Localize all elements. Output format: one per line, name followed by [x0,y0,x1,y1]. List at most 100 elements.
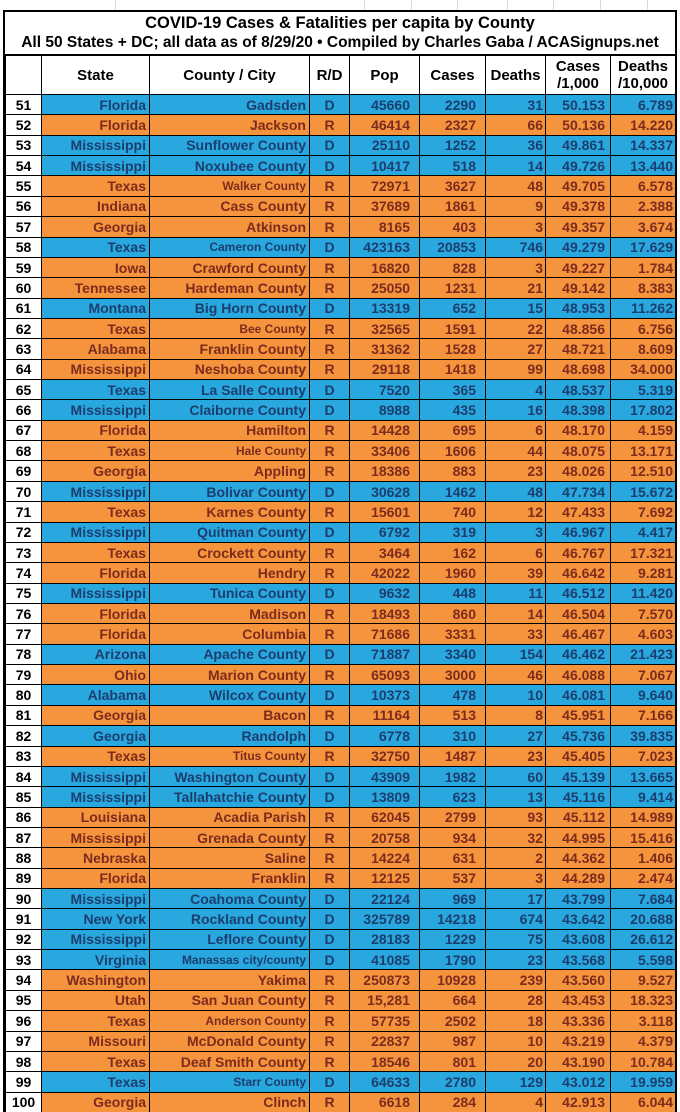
cell-party: D [309,725,350,747]
cell-party: R [309,989,350,1012]
cell-deaths-per-10000: 7.692 [610,501,676,523]
cell-cases: 860 [419,602,486,625]
cell-deaths-per-10000: 21.423 [610,643,676,666]
cell-deaths-per-10000: 12.510 [610,460,676,482]
cell-cases: 2799 [419,806,486,828]
cell-party: D [309,480,350,503]
cell-deaths: 31 [485,93,546,116]
cell-cases: 2780 [419,1071,486,1093]
cell-state: Mississippi [41,358,150,381]
title-block: COVID-19 Cases & Fatalities per capita b… [5,12,675,55]
cell-county: Madison [149,602,310,625]
cell-cases: 652 [419,297,486,319]
cell-deaths-per-10000: 17.802 [610,399,676,421]
table-row: 62 Texas Bee County R 32565 1591 22 48.8… [5,317,676,340]
cell-cases-per-1000: 45.405 [545,745,611,767]
cell-cases: 740 [419,501,486,523]
cell-county: McDonald County [149,1030,310,1052]
cell-party: D [309,155,350,177]
cell-rank: 99 [5,1071,42,1093]
cell-pop: 22837 [349,1030,420,1052]
cell-rank: 94 [5,969,42,991]
cell-party: R [309,541,350,564]
cell-deaths: 3 [485,256,546,279]
cell-rank: 73 [5,541,42,564]
cell-cases-per-1000: 44.995 [545,826,611,849]
cell-state: Texas [41,1010,150,1032]
cell-pop: 29118 [349,358,420,381]
cell-deaths-per-10000: 7.166 [610,704,676,727]
cell-cases: 1462 [419,480,486,503]
table-row: 53 Mississippi Sunflower County D 25110 … [5,134,676,157]
table-row: 99 Texas Starr County D 64633 2780 129 4… [5,1071,676,1093]
cell-county: Starr County [149,1071,310,1093]
cell-cases-per-1000: 46.504 [545,602,611,625]
cell-state: Georgia [41,216,150,238]
cell-deaths-per-10000: 7.023 [610,745,676,767]
cell-deaths-per-10000: 14.220 [610,114,676,136]
cell-county: La Salle County [149,379,310,401]
cell-party: D [309,786,350,808]
cell-party: R [309,1030,350,1052]
cell-cases-per-1000: 42.913 [545,1091,611,1112]
cell-rank: 78 [5,643,42,666]
cell-deaths: 4 [485,379,546,401]
cell-rank: 81 [5,704,42,727]
table-row: 100 Georgia Clinch R 6618 284 4 42.913 6… [5,1091,676,1112]
cell-cases-per-1000: 43.219 [545,1030,611,1052]
table-row: 71 Texas Karnes County R 15601 740 12 47… [5,501,676,523]
cell-pop: 13809 [349,786,420,808]
spreadsheet-gridlines [0,0,680,10]
cell-pop: 43909 [349,765,420,788]
cell-party: D [309,93,350,116]
cell-state: Ohio [41,664,150,686]
cell-rank: 57 [5,216,42,238]
col-header-deaths-per-10000-line1: Deaths [617,58,669,75]
cell-county: Bacon [149,704,310,727]
cell-rank: 87 [5,826,42,849]
cell-state: Montana [41,297,150,319]
cell-pop: 37689 [349,195,420,218]
cell-party: D [309,684,350,706]
cell-cases-per-1000: 48.398 [545,399,611,421]
cell-party: D [309,928,350,951]
col-header-cases-per-1000: Cases /1,000 [545,55,611,95]
cell-pop: 3464 [349,541,420,564]
cell-cases-per-1000: 47.433 [545,501,611,523]
cell-party: R [309,867,350,890]
cell-deaths: 66 [485,114,546,136]
cell-cases-per-1000: 45.139 [545,765,611,788]
cell-cases-per-1000: 48.537 [545,379,611,401]
cell-county: Clinch [149,1091,310,1112]
cell-deaths: 33 [485,623,546,645]
cell-deaths-per-10000: 1.406 [610,847,676,869]
cell-deaths-per-10000: 9.527 [610,969,676,991]
cell-state: Florida [41,867,150,890]
cell-cases: 3331 [419,623,486,645]
cell-rank: 83 [5,745,42,767]
cell-county: Titus County [149,745,310,767]
cell-cases-per-1000: 48.075 [545,440,611,462]
cell-deaths-per-10000: 10.784 [610,1050,676,1073]
cell-deaths-per-10000: 4.603 [610,623,676,645]
col-header-rank [5,55,42,95]
cell-party: D [309,1071,350,1093]
cell-county: Acadia Parish [149,806,310,828]
cell-pop: 62045 [349,806,420,828]
cell-cases: 1790 [419,949,486,971]
cell-rank: 70 [5,480,42,503]
cell-rank: 71 [5,501,42,523]
cell-pop: 423163 [349,236,420,258]
cell-deaths: 13 [485,786,546,808]
cell-party: R [309,195,350,218]
cell-pop: 65093 [349,664,420,686]
cell-county: Washington County [149,765,310,788]
cell-deaths: 10 [485,1030,546,1052]
cell-pop: 45660 [349,93,420,116]
cell-state: Florida [41,602,150,625]
cell-pop: 46414 [349,114,420,136]
cell-rank: 69 [5,460,42,482]
cell-cases: 934 [419,826,486,849]
cell-rank: 96 [5,1010,42,1032]
